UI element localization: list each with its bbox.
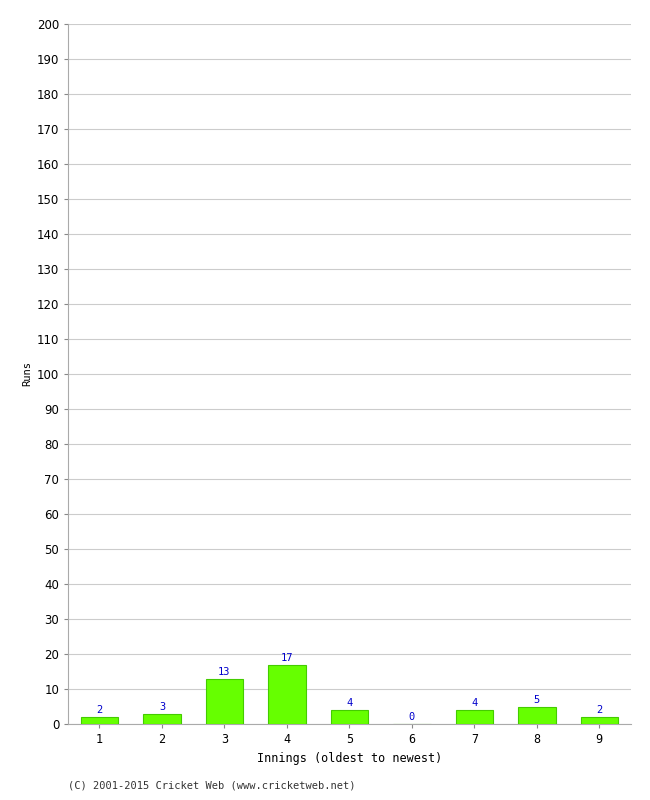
Text: 13: 13: [218, 666, 231, 677]
Bar: [205, 678, 243, 724]
Bar: [331, 710, 368, 724]
Bar: [268, 665, 306, 724]
Bar: [143, 714, 181, 724]
X-axis label: Innings (oldest to newest): Innings (oldest to newest): [257, 751, 442, 765]
Bar: [580, 717, 618, 724]
Text: 4: 4: [346, 698, 352, 708]
Y-axis label: Runs: Runs: [23, 362, 32, 386]
Text: 0: 0: [409, 712, 415, 722]
Text: 3: 3: [159, 702, 165, 712]
Text: 2: 2: [596, 706, 603, 715]
Bar: [518, 706, 556, 724]
Text: 5: 5: [534, 694, 540, 705]
Text: 17: 17: [281, 653, 293, 662]
Text: 2: 2: [96, 706, 103, 715]
Text: (C) 2001-2015 Cricket Web (www.cricketweb.net): (C) 2001-2015 Cricket Web (www.cricketwe…: [68, 781, 356, 790]
Text: 4: 4: [471, 698, 478, 708]
Bar: [456, 710, 493, 724]
Bar: [81, 717, 118, 724]
